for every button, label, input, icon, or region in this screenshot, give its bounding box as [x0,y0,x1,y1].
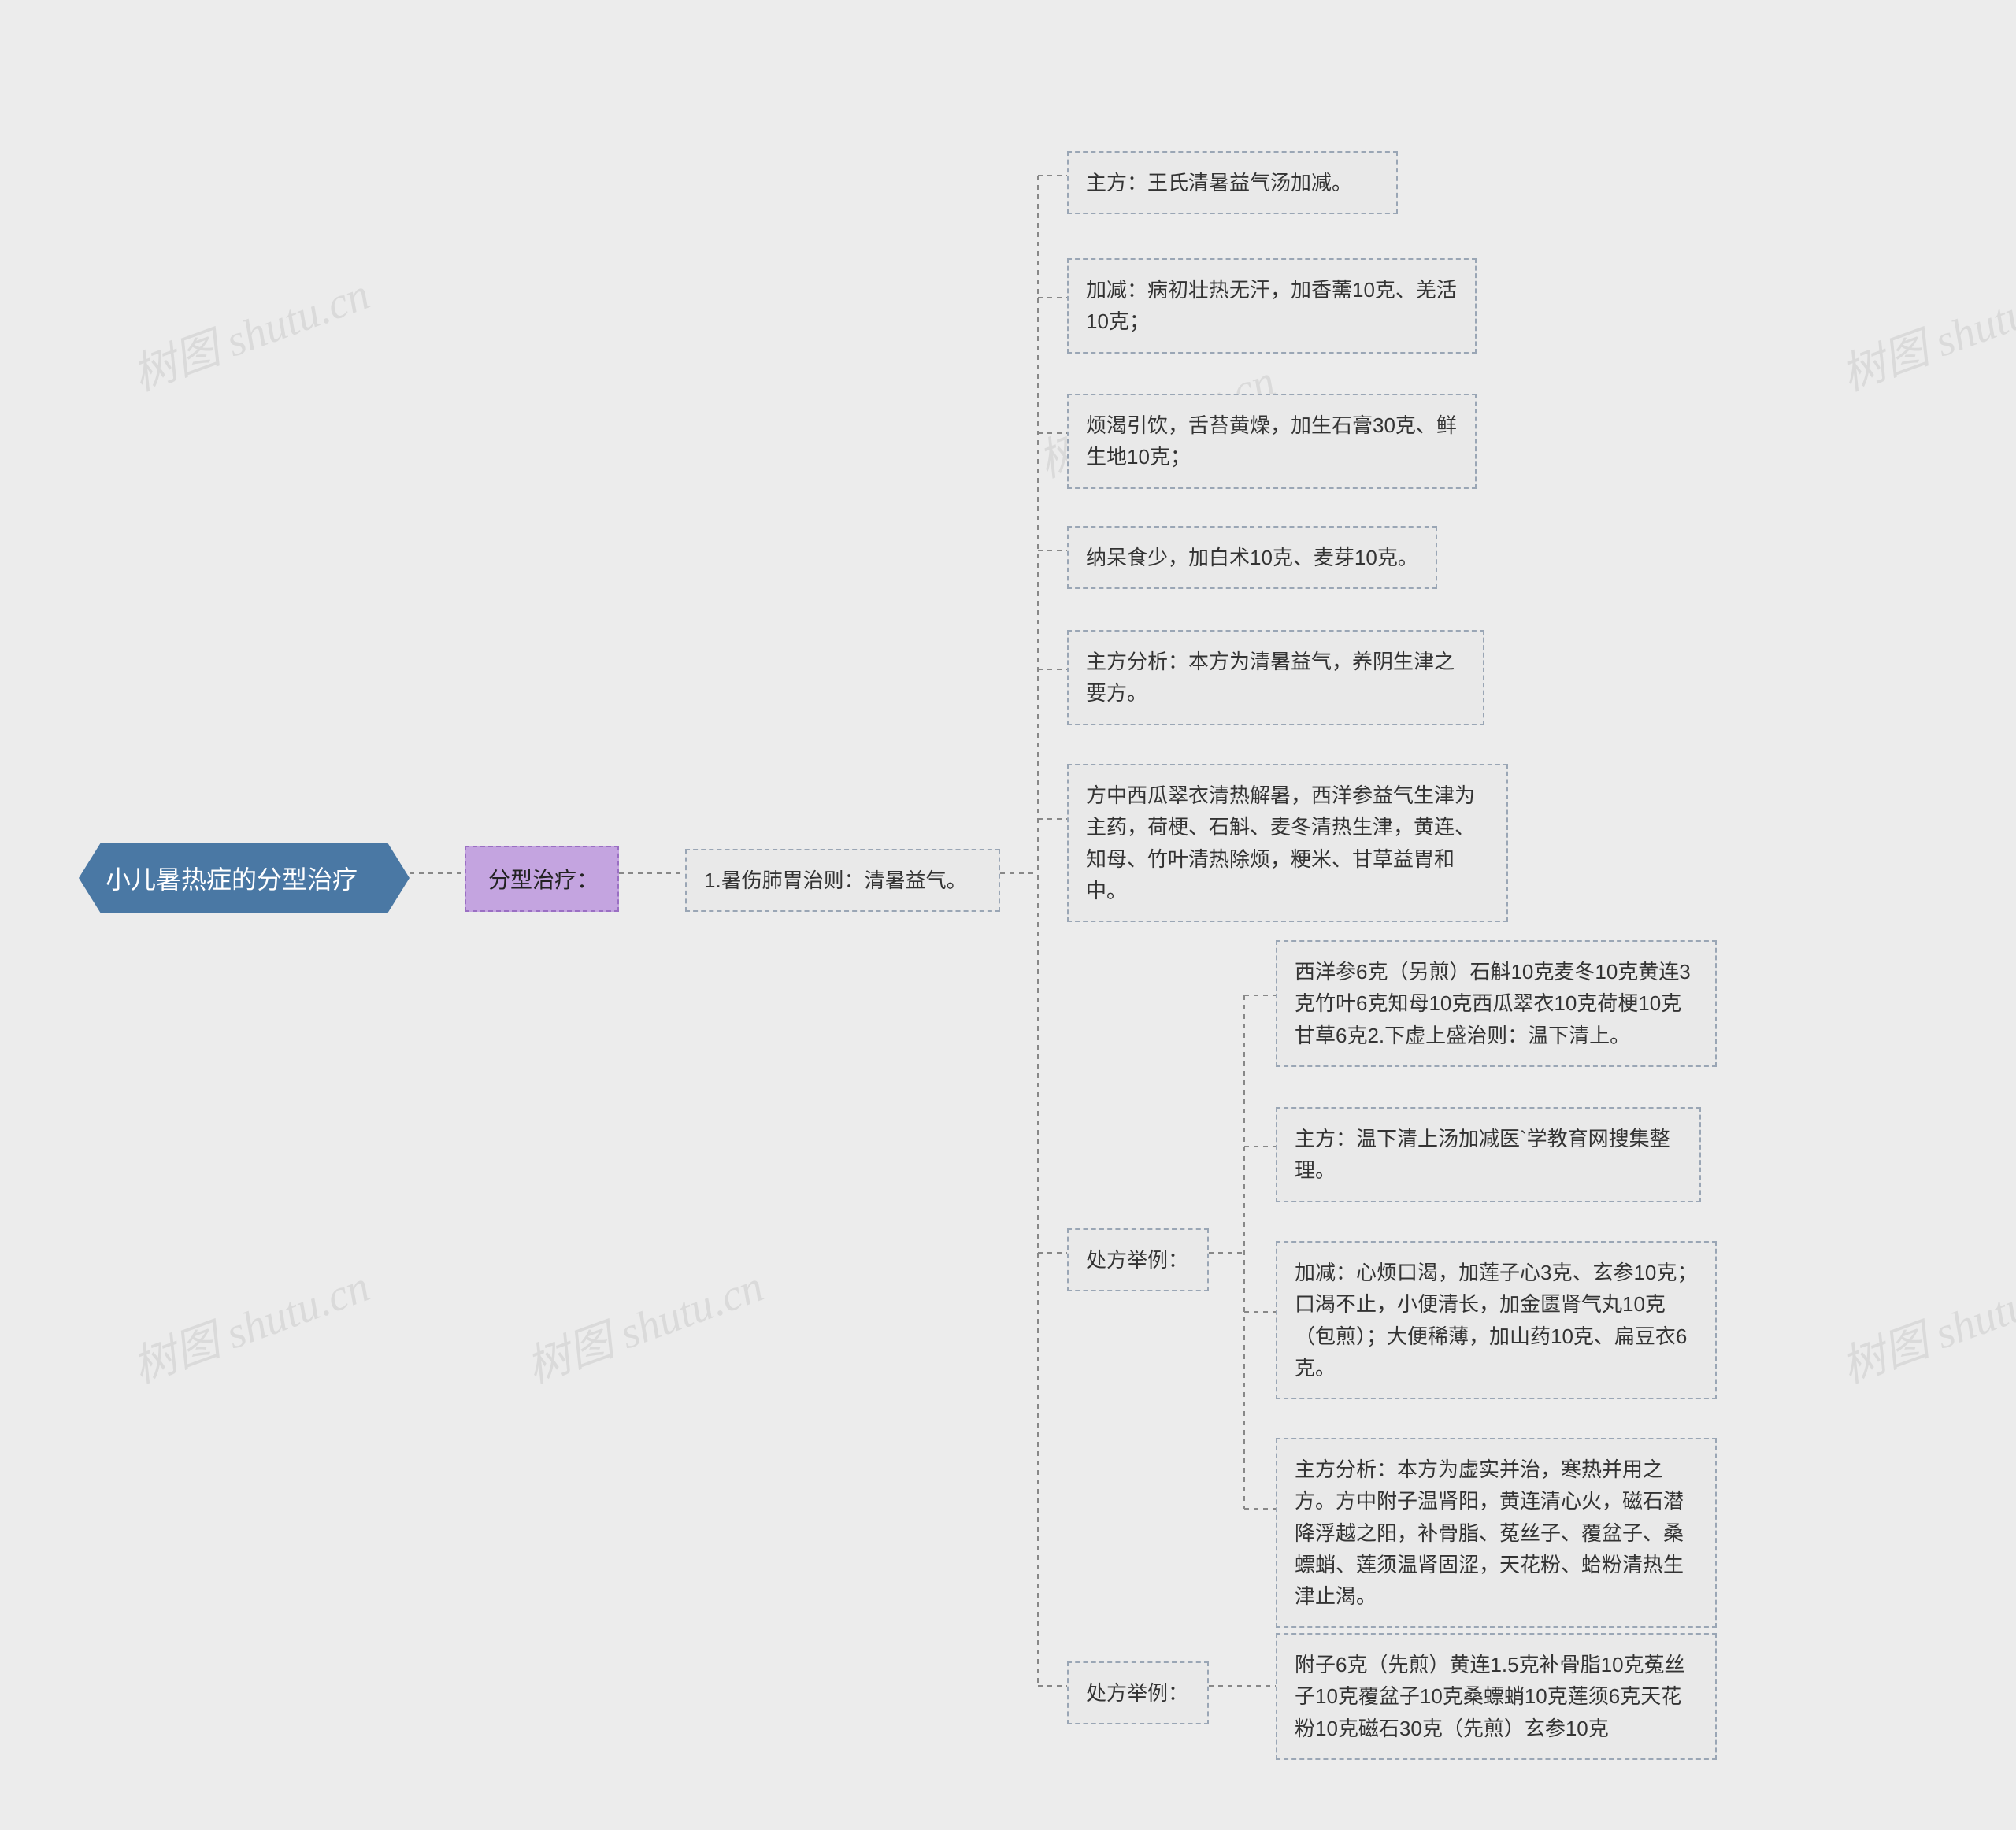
root-node: 小儿暑热症的分型治疗 [79,843,410,913]
watermark: 树图 shutu.cn [517,1251,771,1396]
branch-b2: 处方举例： [1067,1661,1209,1724]
leaf-b1-1: 主方：温下清上汤加减医`学教育网搜集整理。 [1276,1107,1701,1202]
mindmap-canvas: 小儿暑热症的分型治疗 分型治疗： 1.暑伤肺胃治则：清暑益气。 树图 shutu… [0,0,2016,1830]
branch-b1: 处方举例： [1067,1228,1209,1291]
leaf-b1-0: 西洋参6克（另煎）石斛10克麦冬10克黄连3克竹叶6克知母10克西瓜翠衣10克荷… [1276,940,1717,1067]
leaf-a-5: 方中西瓜翠衣清热解暑，西洋参益气生津为主药，荷梗、石斛、麦冬清热生津，黄连、知母… [1067,764,1508,922]
leaf-a-1: 加减：病初壮热无汗，加香薷10克、羌活10克； [1067,258,1477,354]
leaf-b1-2: 加减：心烦口渴，加莲子心3克、玄参10克；口渴不止，小便清长，加金匮肾气丸10克… [1276,1241,1717,1399]
leaf-b1-3: 主方分析：本方为虚实并治，寒热并用之方。方中附子温肾阳，黄连清心火，磁石潜降浮越… [1276,1438,1717,1628]
watermark: 树图 shutu.cn [123,1251,377,1396]
level2-node: 1.暑伤肺胃治则：清暑益气。 [685,849,1000,912]
leaf-a-3: 纳呆食少，加白术10克、麦芽10克。 [1067,526,1437,589]
watermark: 树图 shutu.cn [1832,259,2016,404]
level1-node: 分型治疗： [465,846,619,912]
watermark: 树图 shutu.cn [123,259,377,404]
leaf-a-2: 烦渴引饮，舌苔黄燥，加生石膏30克、鲜生地10克； [1067,394,1477,489]
leaf-a-0: 主方：王氏清暑益气汤加减。 [1067,151,1398,214]
leaf-b2-0: 附子6克（先煎）黄连1.5克补骨脂10克菟丝子10克覆盆子10克桑螵蛸10克莲须… [1276,1633,1717,1760]
watermark: 树图 shutu.cn [1832,1251,2016,1396]
leaf-a-4: 主方分析：本方为清暑益气，养阴生津之要方。 [1067,630,1484,725]
